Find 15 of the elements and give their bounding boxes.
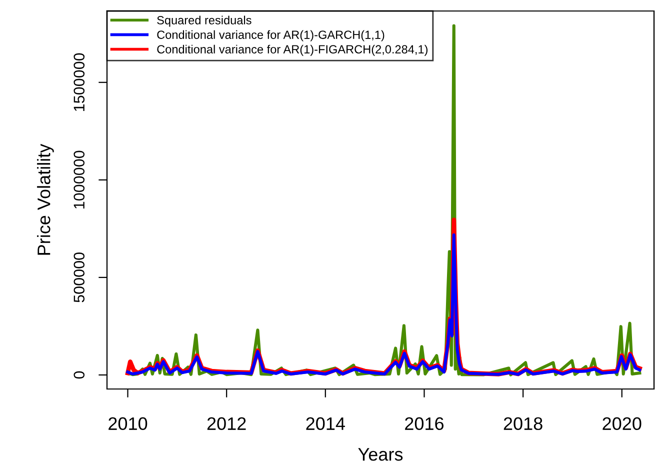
x-tick-label: 2018: [504, 417, 542, 430]
y-tick-label: 0: [74, 371, 85, 379]
legend-label: Squared residuals: [157, 16, 252, 27]
x-tick-label: 2014: [306, 417, 345, 430]
legend-label: Conditional variance for AR(1)-FIGARCH(2,0.284,1): [157, 44, 428, 56]
x-tick-label: 2016: [405, 417, 444, 430]
y-axis-title: Price Volatility: [37, 144, 54, 255]
legend-label: Conditional variance for AR(1)-GARCH(1,1): [157, 30, 384, 42]
y-tick-label: 1500000: [74, 53, 85, 111]
x-tick-label: 2012: [207, 417, 246, 430]
x-axis-title: Years: [358, 448, 403, 461]
x-tick-label: 2010: [108, 417, 148, 430]
x-tick-label: 2020: [602, 417, 642, 430]
y-tick-label: 500000: [74, 252, 85, 302]
y-tick-label: 1000000: [74, 150, 85, 208]
